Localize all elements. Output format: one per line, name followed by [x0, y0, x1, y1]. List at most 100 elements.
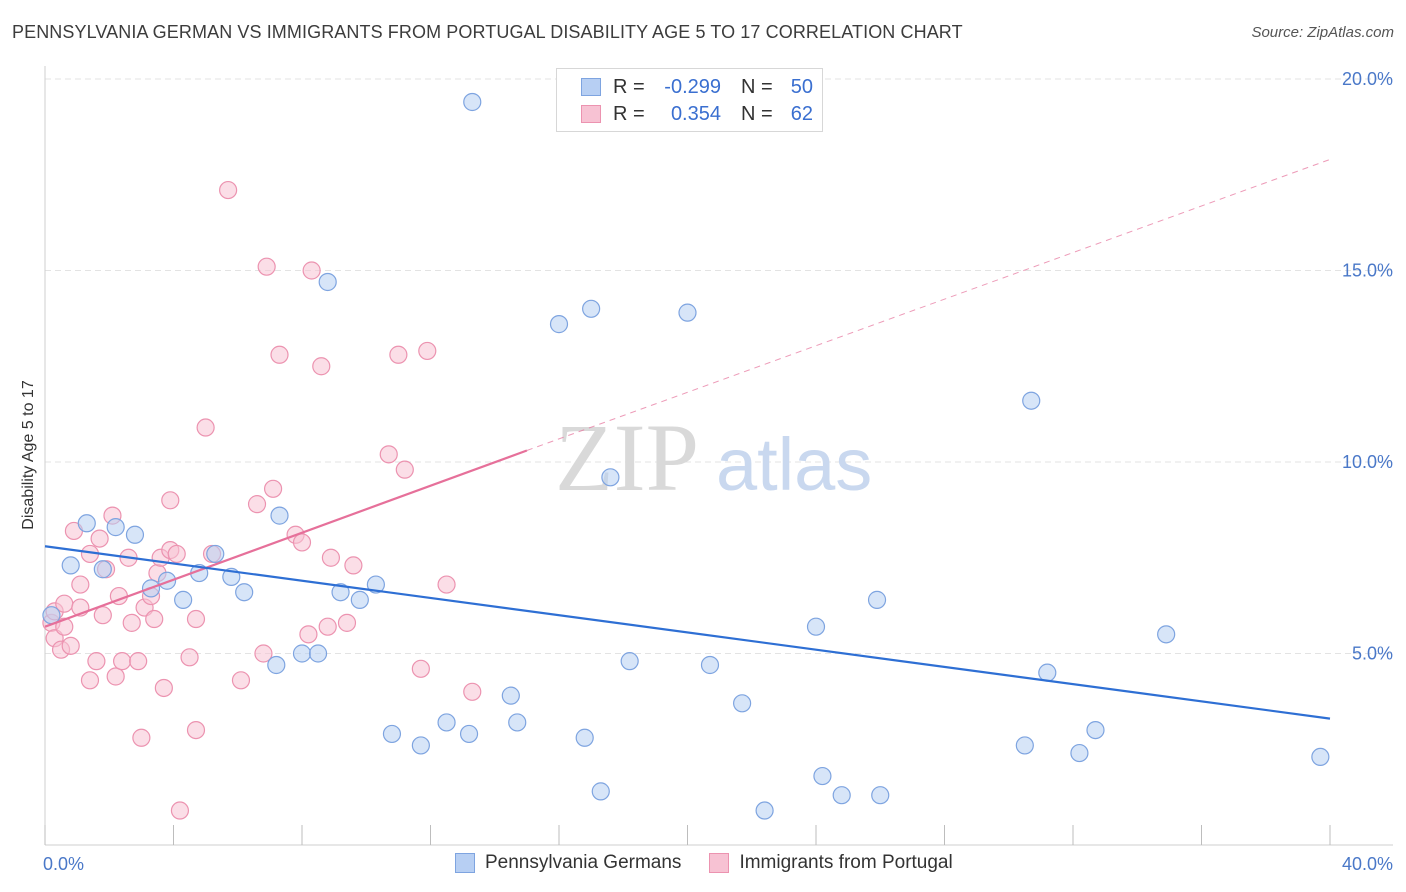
legend-swatch-blue	[455, 853, 475, 873]
y-axis-label: Disability Age 5 to 17	[20, 380, 37, 530]
y-tick-label: 15.0%	[1342, 261, 1393, 281]
data-point-blue	[601, 468, 620, 487]
y-tick-label: 20.0%	[1342, 69, 1393, 89]
watermark: ZIP atlas	[555, 404, 872, 511]
data-point-blue	[331, 583, 350, 602]
series-immigrants-from-portugal	[42, 180, 482, 820]
data-point-blue	[308, 644, 328, 663]
legend-r-value: -0.299	[664, 75, 721, 98]
data-point-pink	[186, 720, 206, 740]
data-point-blue	[235, 583, 254, 602]
tick-labels: 5.0% 10.0% 15.0% 20.0% 0.0% 40.0%	[43, 69, 1393, 874]
data-point-blue	[463, 92, 482, 112]
data-point-blue	[733, 694, 752, 713]
data-point-blue	[1311, 747, 1330, 767]
data-point-pink	[90, 529, 109, 548]
legend-n-label: N =	[741, 102, 773, 125]
legend-swatch-blue	[581, 78, 601, 96]
data-point-pink	[106, 667, 125, 686]
data-point-pink	[270, 345, 289, 364]
watermark-zip: ZIP	[555, 404, 699, 511]
chart-title: PENNSYLVANIA GERMAN VS IMMIGRANTS FROM P…	[12, 22, 963, 42]
legend-r-label: R =	[613, 75, 645, 98]
data-point-pink	[389, 345, 408, 364]
data-point-pink	[263, 479, 283, 498]
data-point-blue	[437, 713, 456, 732]
legend-swatch-pink	[581, 105, 601, 123]
data-point-pink	[112, 652, 132, 671]
data-point-pink	[93, 606, 112, 625]
legend-r-value: 0.354	[670, 102, 721, 125]
data-point-blue	[411, 736, 430, 755]
x-tick-label: 40.0%	[1342, 854, 1393, 874]
data-point-pink	[254, 644, 273, 663]
legend-item-pennsylvania-germans[interactable]: Pennsylvania Germans	[455, 852, 681, 874]
data-point-pink	[132, 728, 151, 747]
data-point-pink	[196, 418, 215, 437]
data-point-pink	[337, 613, 357, 632]
data-point-pink	[395, 460, 414, 479]
data-point-blue	[1086, 720, 1105, 740]
data-point-pink	[247, 495, 267, 514]
data-point-pink	[170, 801, 190, 820]
data-point-blue	[61, 556, 80, 575]
x-tick-label: 0.0%	[43, 854, 84, 874]
data-point-pink	[129, 652, 148, 671]
data-point-pink	[186, 609, 206, 629]
trend-line-pink	[44, 449, 528, 628]
grid-lines	[45, 78, 1393, 654]
legend-item-immigrants-from-portugal[interactable]: Immigrants from Portugal	[709, 852, 953, 874]
legend-row-blue: R = -0.299 N = 50	[581, 76, 813, 98]
data-point-pink	[154, 678, 173, 698]
data-point-blue	[382, 724, 402, 744]
data-point-pink	[318, 617, 337, 636]
data-point-blue	[1015, 736, 1034, 755]
data-point-pink	[312, 357, 331, 376]
source-note: Source: ZipAtlas.com	[1251, 24, 1394, 41]
data-point-pink	[463, 682, 482, 701]
data-point-blue	[549, 315, 569, 334]
series-legend: Pennsylvania Germans Immigrants from Por…	[455, 852, 981, 874]
data-point-pink	[321, 548, 341, 567]
data-point-pink	[87, 652, 106, 671]
data-point-pink	[257, 257, 276, 276]
data-point-pink	[299, 625, 318, 644]
data-point-pink	[71, 575, 90, 594]
data-point-pink	[219, 180, 238, 200]
data-point-blue	[174, 590, 193, 609]
legend-r-label: R =	[613, 102, 645, 125]
data-point-blue	[125, 525, 145, 544]
watermark-atlas: atlas	[716, 423, 872, 506]
data-point-pink	[418, 341, 437, 361]
trend-line-blue	[44, 545, 1331, 720]
data-point-pink	[55, 617, 74, 636]
data-point-blue	[157, 571, 177, 590]
data-point-blue	[620, 652, 639, 671]
data-point-blue	[366, 575, 385, 594]
legend-swatch-pink	[709, 853, 730, 873]
data-point-blue	[755, 801, 774, 820]
series-pennsylvania-germans	[42, 92, 1330, 820]
data-point-blue	[77, 514, 96, 533]
data-point-blue	[575, 728, 594, 747]
data-point-pink	[437, 575, 456, 594]
data-point-blue	[832, 786, 851, 805]
data-point-pink	[161, 491, 180, 510]
data-point-blue	[871, 786, 890, 805]
data-point-blue	[270, 506, 289, 525]
data-point-pink	[411, 659, 430, 678]
data-point-blue	[459, 724, 479, 744]
data-point-blue	[1038, 663, 1057, 682]
data-point-blue	[1157, 625, 1176, 644]
axes	[44, 66, 1393, 846]
legend-label: Pennsylvania Germans	[485, 852, 682, 873]
data-point-pink	[344, 556, 363, 575]
data-point-blue	[206, 544, 225, 564]
data-point-pink	[231, 671, 251, 690]
data-point-pink	[145, 609, 164, 629]
legend-n-label: N =	[741, 75, 773, 98]
y-tick-label: 10.0%	[1342, 452, 1393, 472]
data-point-pink	[80, 671, 100, 690]
data-point-blue	[1070, 743, 1089, 763]
